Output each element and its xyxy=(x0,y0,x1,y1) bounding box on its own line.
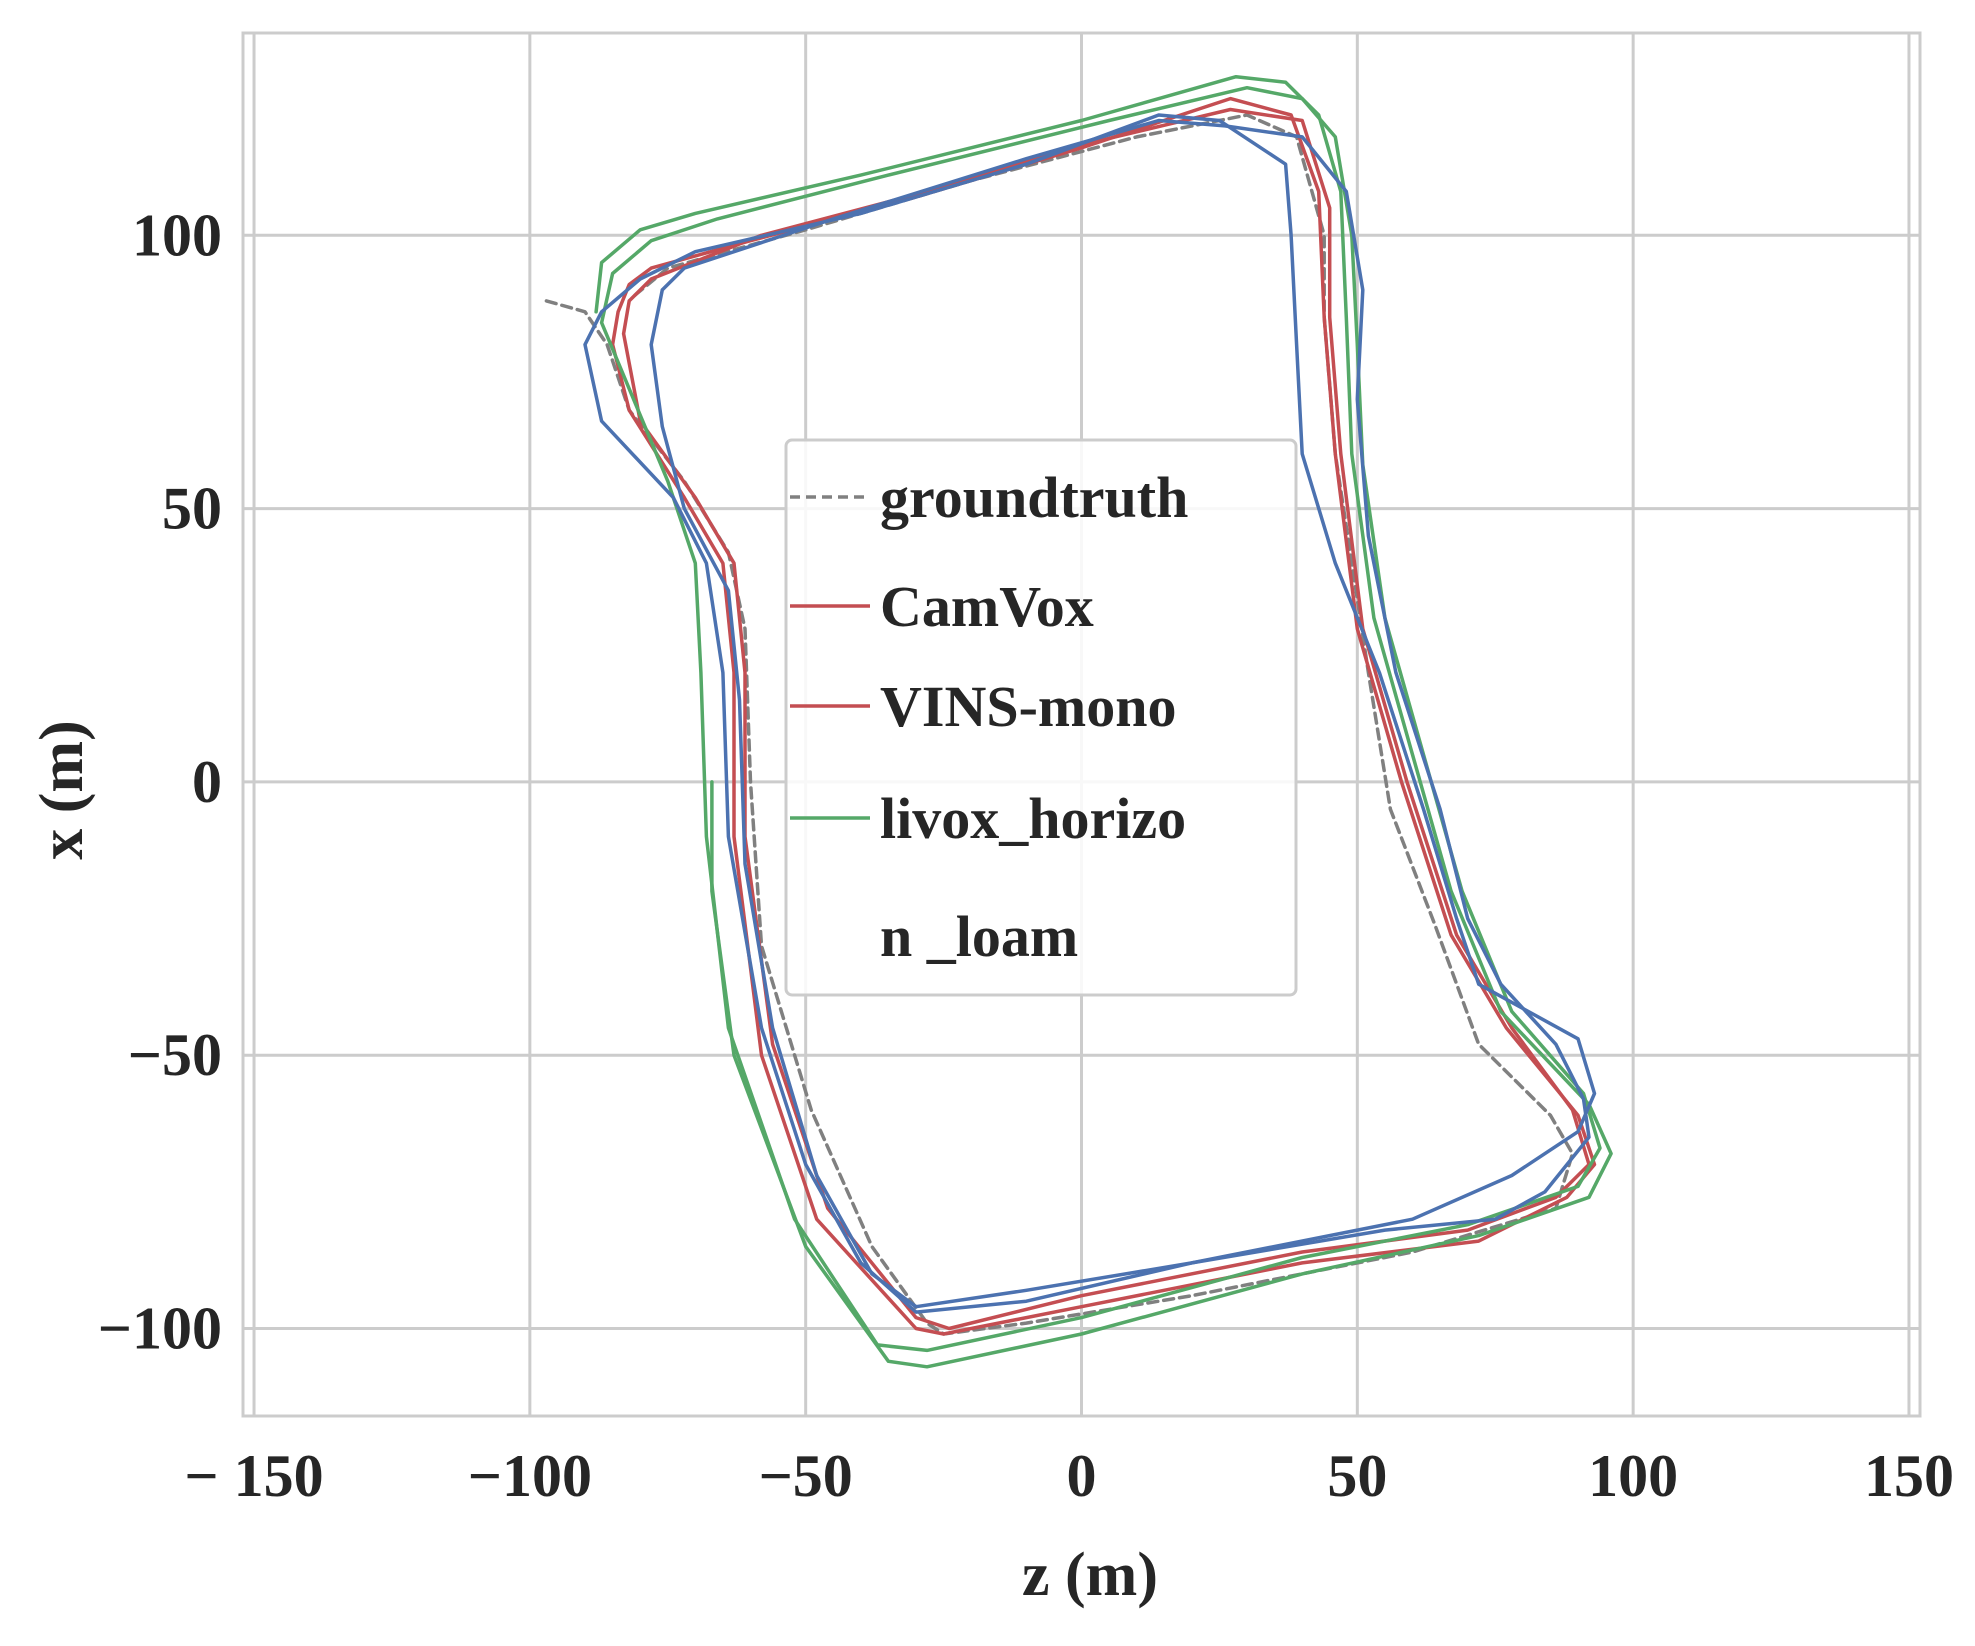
series-line-livox_horizo xyxy=(649,118,1591,1309)
x-tick-labels: − 150 −100 −50 0 50 100 150 xyxy=(184,1443,1954,1509)
legend-label: VINS-mono xyxy=(880,674,1177,739)
y-axis-label: x (m) xyxy=(28,720,96,859)
x-axis-label: z (m) xyxy=(1022,1541,1158,1609)
y-tick-label: −50 xyxy=(128,1022,222,1088)
y-tick-label: 0 xyxy=(192,749,222,815)
legend: groundtruth CamVox VINS-mono livox_horizon … xyxy=(784,438,1298,997)
series-line-vins-mono xyxy=(599,85,1602,1353)
x-tick-label: 150 xyxy=(1864,1443,1954,1509)
series-line-vins-mono xyxy=(594,74,1613,1369)
x-tick-label: 100 xyxy=(1588,1443,1678,1509)
y-tick-label: 50 xyxy=(162,476,222,542)
grid-lines xyxy=(243,33,1920,1416)
legend-label: groundtruth xyxy=(880,465,1188,530)
y-tick-label: 100 xyxy=(132,202,222,268)
x-tick-label: − 150 xyxy=(184,1443,323,1509)
x-tick-label: −50 xyxy=(759,1443,853,1509)
trajectory-series xyxy=(544,74,1613,1369)
x-tick-label: 0 xyxy=(1067,1443,1097,1509)
y-tick-label: −100 xyxy=(98,1296,222,1362)
plot-frame xyxy=(241,31,1922,1418)
x-tick-label: −100 xyxy=(468,1443,592,1509)
legend-label: CamVox xyxy=(880,574,1094,639)
legend-label: livox_horizo xyxy=(880,786,1186,851)
legend-box xyxy=(784,438,1298,997)
x-tick-label: 50 xyxy=(1327,1443,1387,1509)
y-tick-labels: −100 −50 0 50 100 xyxy=(98,202,222,1361)
legend-label: n _loam xyxy=(880,904,1078,969)
